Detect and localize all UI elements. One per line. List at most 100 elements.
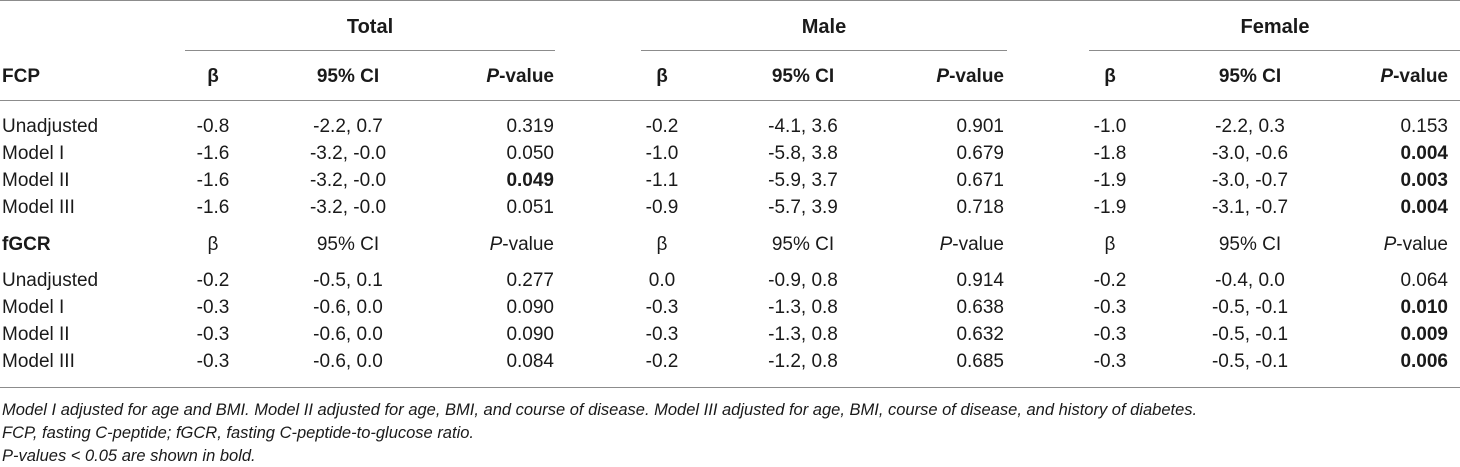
p-value-cell: 0.064: [1400, 270, 1448, 291]
beta-column-header: β: [656, 66, 668, 87]
beta-cell: -0.3: [1093, 351, 1127, 372]
beta-cell: -1.9: [1093, 170, 1127, 191]
beta-cell: -0.3: [1093, 297, 1127, 318]
beta-cell: -0.9: [645, 197, 679, 218]
p-value-cell: 0.277: [506, 270, 554, 291]
footnote-models: Model I adjusted for age and BMI. Model …: [2, 401, 1198, 419]
p-value-column-header: P-value: [1383, 234, 1448, 255]
p-value-cell: 0.718: [956, 197, 1004, 218]
ci-cell: -3.2, -0.0: [309, 197, 387, 218]
ci-cell: -0.5, 0.1: [313, 270, 383, 291]
ci-column-header: 95% CI: [316, 66, 380, 87]
header-rule: [0, 100, 1460, 101]
beta-column-header: β: [656, 234, 668, 255]
ci-column-header: 95% CI: [1218, 66, 1282, 87]
p-value-cell: 0.679: [956, 143, 1004, 164]
ci-cell: -3.1, -0.7: [1211, 197, 1289, 218]
footnote-abbreviations: FCP, fasting C-peptide; fGCR, fasting C-…: [2, 424, 474, 442]
row-label: Unadjusted: [2, 116, 99, 137]
beta-cell: -1.8: [1093, 143, 1127, 164]
beta-cell: -0.3: [196, 351, 230, 372]
row-label: Model III: [2, 197, 75, 218]
beta-cell: -0.8: [196, 116, 230, 137]
ci-cell: -5.8, 3.8: [768, 143, 838, 164]
beta-cell: -0.3: [645, 324, 679, 345]
group-header-male: Male: [801, 16, 847, 38]
ci-cell: -0.4, 0.0: [1215, 270, 1285, 291]
top-rule: [0, 0, 1460, 1]
ci-cell: -4.1, 3.6: [768, 116, 838, 137]
ci-cell: -2.2, 0.3: [1215, 116, 1285, 137]
p-value-cell: 0.050: [506, 143, 554, 164]
p-value-cell: 0.090: [506, 324, 554, 345]
ci-column-header: 95% CI: [771, 66, 835, 87]
p-value-cell: 0.638: [956, 297, 1004, 318]
ci-column-header: 95% CI: [771, 234, 835, 255]
section-label: FCP: [2, 66, 40, 87]
beta-cell: -0.2: [645, 116, 679, 137]
ci-column-header: 95% CI: [316, 234, 380, 255]
p-value-cell: 0.901: [956, 116, 1004, 137]
p-value-column-header: P-value: [486, 66, 554, 87]
p-value-cell: 0.006: [1400, 351, 1448, 372]
p-value-column-header: P-value: [489, 234, 554, 255]
p-value-cell: 0.049: [506, 170, 554, 191]
p-value-cell: 0.004: [1400, 143, 1448, 164]
row-label: Model III: [2, 351, 75, 372]
beta-cell: -1.9: [1093, 197, 1127, 218]
ci-cell: -3.2, -0.0: [309, 170, 387, 191]
p-value-cell: 0.084: [506, 351, 554, 372]
beta-cell: -1.1: [645, 170, 679, 191]
male-group-rule: [641, 50, 1007, 51]
p-value-column-header: P-value: [936, 66, 1004, 87]
beta-column-header: β: [1104, 234, 1116, 255]
ci-cell: -2.2, 0.7: [313, 116, 383, 137]
ci-cell: -1.3, 0.8: [768, 324, 838, 345]
beta-cell: -0.3: [645, 297, 679, 318]
row-label: Model I: [2, 143, 65, 164]
ci-cell: -0.6, 0.0: [313, 324, 383, 345]
beta-column-header: β: [207, 234, 219, 255]
beta-cell: -0.3: [1093, 324, 1127, 345]
beta-cell: -1.6: [196, 197, 230, 218]
ci-cell: -5.7, 3.9: [768, 197, 838, 218]
section-label: fGCR: [2, 234, 51, 255]
p-value-cell: 0.685: [956, 351, 1004, 372]
ci-cell: -0.5, -0.1: [1211, 297, 1289, 318]
group-header-female: Female: [1240, 16, 1310, 38]
p-value-cell: 0.004: [1400, 197, 1448, 218]
beta-cell: -0.2: [1093, 270, 1127, 291]
p-value-cell: 0.319: [506, 116, 554, 137]
beta-column-header: β: [1104, 66, 1116, 87]
beta-column-header: β: [207, 66, 219, 87]
p-value-cell: 0.632: [956, 324, 1004, 345]
ci-cell: -0.9, 0.8: [768, 270, 838, 291]
beta-cell: -1.6: [196, 170, 230, 191]
footnote-bold: P-values < 0.05 are shown in bold.: [2, 447, 256, 465]
ci-cell: -1.3, 0.8: [768, 297, 838, 318]
beta-cell: -0.3: [196, 324, 230, 345]
bottom-rule: [0, 387, 1460, 388]
p-value-column-header: P-value: [1380, 66, 1448, 87]
ci-cell: -5.9, 3.7: [768, 170, 838, 191]
ci-cell: -0.6, 0.0: [313, 297, 383, 318]
total-group-rule: [185, 50, 555, 51]
p-value-cell: 0.009: [1400, 324, 1448, 345]
ci-cell: -3.2, -0.0: [309, 143, 387, 164]
group-header-total: Total: [346, 16, 394, 38]
p-value-cell: 0.010: [1400, 297, 1448, 318]
ci-cell: -3.0, -0.6: [1211, 143, 1289, 164]
beta-cell: -0.2: [645, 351, 679, 372]
ci-cell: -0.5, -0.1: [1211, 324, 1289, 345]
p-value-cell: 0.051: [506, 197, 554, 218]
beta-cell: -1.0: [1093, 116, 1127, 137]
p-value-cell: 0.090: [506, 297, 554, 318]
ci-cell: -0.5, -0.1: [1211, 351, 1289, 372]
beta-cell: -0.3: [196, 297, 230, 318]
beta-cell: -1.6: [196, 143, 230, 164]
row-label: Model II: [2, 170, 70, 191]
row-label: Model II: [2, 324, 70, 345]
beta-cell: -1.0: [645, 143, 679, 164]
row-label: Model I: [2, 297, 65, 318]
ci-cell: -1.2, 0.8: [768, 351, 838, 372]
